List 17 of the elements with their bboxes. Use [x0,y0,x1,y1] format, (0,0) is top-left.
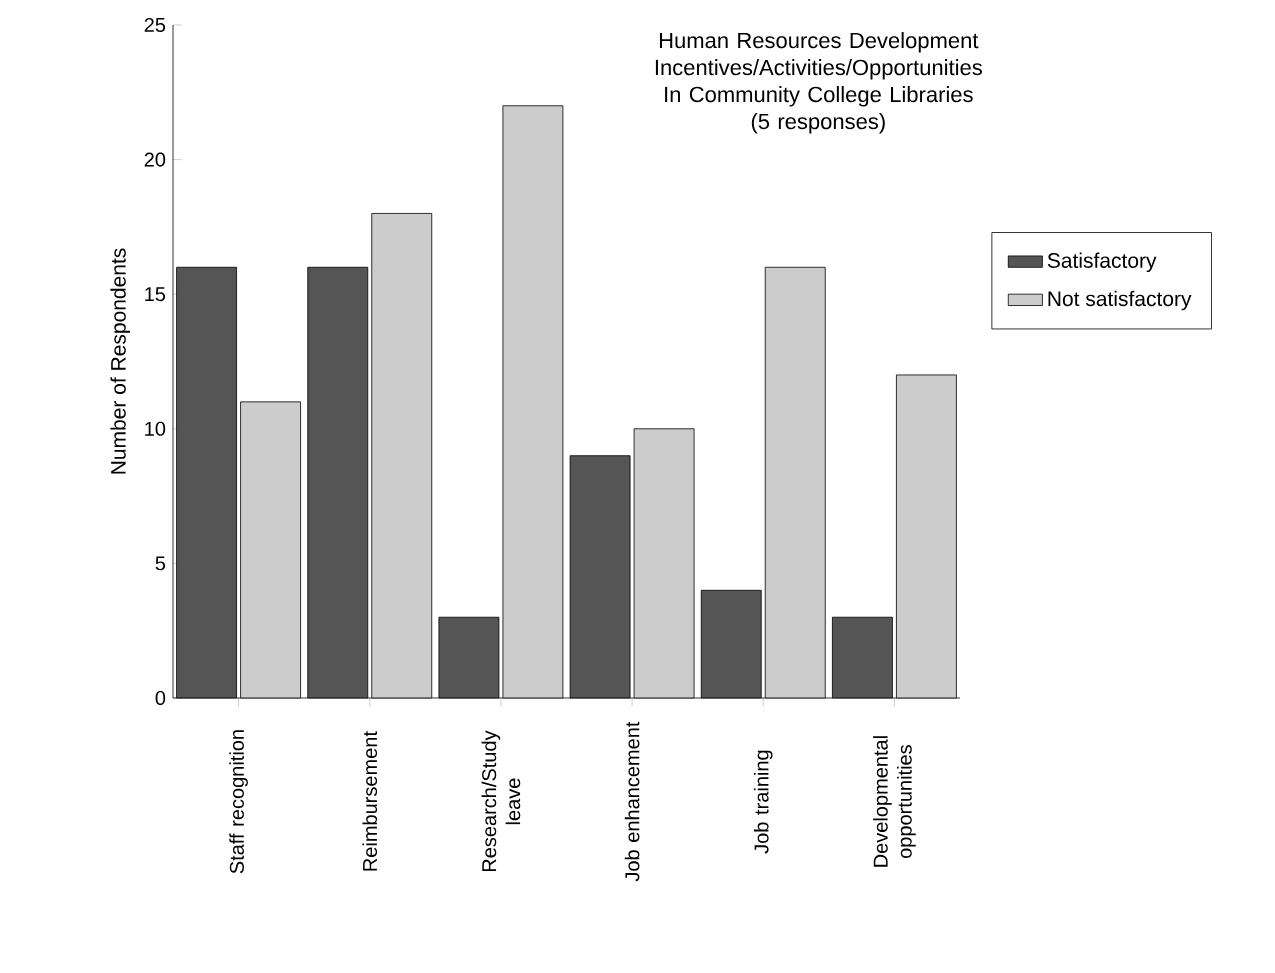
text: Human Resources Development Incentives/Activities/Opportunities In Community College Libraries [655,32,982,107]
x-tick-label: Research/Study leave [481,730,521,872]
text: (5 responses) [751,113,885,134]
legend-label: Not satisfactory [1048,290,1192,311]
x-tick-label: Developmental opportunities [873,736,916,867]
x-tick-label: Job training [753,750,773,854]
x-tick-label: Job enhancement [624,721,640,882]
y-axis-title: Number of Respondents [110,248,130,474]
x-tick-label: Reimbursement [362,731,378,871]
y-tick-label: 15 [145,287,166,302]
legend-label: Satisfactory [1047,252,1157,273]
y-tick-label: 5 [155,556,166,571]
x-tick-label: Staff recognition [229,730,248,874]
y-tick-label: 0 [155,690,166,706]
y-tick-label: 25 [144,17,166,33]
y-tick-label: 20 [144,152,166,167]
y-tick-label: 10 [145,421,166,436]
